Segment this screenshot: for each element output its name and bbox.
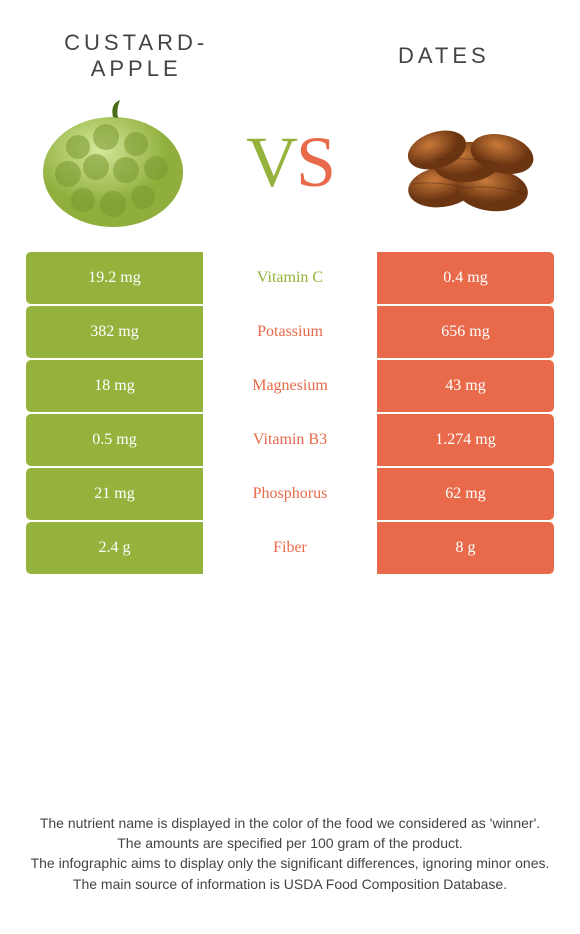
left-value: 2.4 g [26, 522, 203, 574]
title-row: CUSTARD- APPLE DATES [0, 0, 580, 92]
right-value: 62 mg [377, 468, 554, 520]
footer-notes: The nutrient name is displayed in the co… [0, 813, 580, 894]
dates-image [382, 92, 552, 232]
nutrition-row: 0.5 mgVitamin B31.274 mg [26, 414, 554, 466]
nutrition-table: 19.2 mgVitamin C0.4 mg382 mgPotassium656… [26, 252, 554, 574]
nutrition-row: 2.4 gFiber8 g [26, 522, 554, 574]
right-food-title: DATES [348, 43, 540, 69]
nutrition-row: 382 mgPotassium656 mg [26, 306, 554, 358]
nutrient-name: Potassium [203, 306, 377, 358]
vs-label: VS [246, 121, 334, 204]
footer-line: The infographic aims to display only the… [22, 853, 558, 873]
right-value: 0.4 mg [377, 252, 554, 304]
vs-v: V [246, 122, 296, 202]
footer-line: The main source of information is USDA F… [22, 874, 558, 894]
custard-apple-image [28, 92, 198, 232]
left-value: 0.5 mg [26, 414, 203, 466]
left-value: 382 mg [26, 306, 203, 358]
nutrition-row: 19.2 mgVitamin C0.4 mg [26, 252, 554, 304]
vs-s: S [296, 122, 334, 202]
nutrient-name: Fiber [203, 522, 377, 574]
footer-line: The amounts are specified per 100 gram o… [22, 833, 558, 853]
nutrient-name: Magnesium [203, 360, 377, 412]
left-value: 18 mg [26, 360, 203, 412]
nutrient-name: Vitamin B3 [203, 414, 377, 466]
image-row: VS [0, 92, 580, 252]
nutrition-row: 18 mgMagnesium43 mg [26, 360, 554, 412]
right-value: 656 mg [377, 306, 554, 358]
left-value: 21 mg [26, 468, 203, 520]
right-value: 1.274 mg [377, 414, 554, 466]
left-value: 19.2 mg [26, 252, 203, 304]
right-value: 43 mg [377, 360, 554, 412]
right-value: 8 g [377, 522, 554, 574]
footer-line: The nutrient name is displayed in the co… [22, 813, 558, 833]
nutrition-row: 21 mgPhosphorus62 mg [26, 468, 554, 520]
nutrient-name: Vitamin C [203, 252, 377, 304]
left-food-title: CUSTARD- APPLE [40, 30, 232, 82]
nutrient-name: Phosphorus [203, 468, 377, 520]
